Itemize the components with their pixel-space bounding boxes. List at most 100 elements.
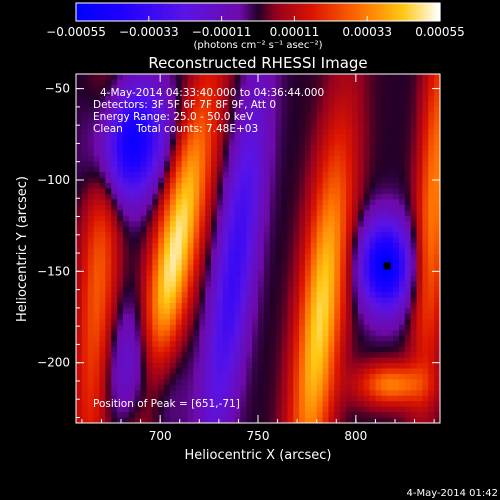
heatmap-pixel: [416, 319, 423, 326]
heatmap-pixel: [393, 308, 400, 315]
heatmap-pixel: [322, 237, 329, 244]
heatmap-pixel: [181, 270, 189, 277]
heatmap-pixel: [393, 117, 400, 124]
heatmap-pixel: [240, 368, 247, 375]
heatmap-pixel: [181, 150, 189, 157]
heatmap-pixel: [410, 286, 418, 293]
heatmap-pixel: [76, 226, 83, 233]
heatmap-pixel: [416, 281, 423, 288]
heatmap-pixel: [193, 401, 200, 408]
heatmap-pixel: [387, 123, 394, 130]
heatmap-pixel: [111, 117, 118, 124]
heatmap-pixel: [122, 324, 130, 331]
heatmap-pixel: [334, 292, 341, 299]
heatmap-pixel: [351, 248, 359, 255]
heatmap-pixel: [263, 384, 271, 391]
heatmap-pixel: [222, 253, 230, 260]
heatmap-pixel: [375, 417, 382, 424]
heatmap-pixel: [152, 346, 159, 353]
heatmap-pixel: [357, 95, 365, 102]
heatmap-pixel: [193, 210, 200, 217]
heatmap-pixel: [434, 379, 441, 386]
heatmap-pixel: [234, 406, 241, 413]
heatmap-pixel: [228, 297, 236, 304]
heatmap-pixel: [322, 346, 329, 353]
heatmap-pixel: [117, 226, 124, 233]
heatmap-pixel: [357, 363, 365, 369]
y-axis-title: Heliocentric Y (arcsec): [15, 176, 30, 322]
heatmap-pixel: [117, 390, 124, 397]
heatmap-pixel: [351, 144, 359, 151]
heatmap-pixel: [293, 237, 300, 244]
heatmap-pixel: [240, 166, 247, 173]
heatmap-pixel: [269, 139, 277, 146]
heatmap-pixel: [199, 373, 206, 380]
heatmap-pixel: [252, 199, 259, 206]
colorbar-strip: [420, 3, 423, 21]
colorbar-strip: [230, 3, 233, 21]
heatmap-pixel: [287, 406, 294, 413]
heatmap-pixel: [281, 237, 288, 244]
heatmap-pixel: [234, 112, 241, 119]
colorbar-strip: [362, 3, 365, 21]
heatmap-pixel: [240, 346, 247, 353]
heatmap-pixel: [193, 319, 200, 326]
heatmap-pixel: [128, 161, 136, 168]
heatmap-pixel: [393, 150, 400, 157]
heatmap-pixel: [193, 237, 200, 244]
heatmap-pixel: [381, 139, 388, 146]
heatmap-pixel: [134, 177, 142, 184]
heatmap-pixel: [164, 183, 171, 190]
heatmap-pixel: [381, 204, 388, 211]
heatmap-pixel: [187, 74, 194, 80]
colorbar-strip: [412, 3, 415, 21]
heatmap-pixel: [134, 357, 142, 364]
heatmap-pixel: [304, 74, 312, 80]
heatmap-pixel: [146, 308, 153, 315]
heatmap-pixel: [434, 133, 441, 140]
heatmap-pixel: [122, 133, 130, 140]
heatmap-pixel: [87, 150, 95, 157]
heatmap-pixel: [387, 84, 394, 91]
heatmap-pixel: [99, 319, 106, 326]
heatmap-pixel: [287, 177, 294, 184]
heatmap-pixel: [169, 133, 177, 140]
heatmap-pixel: [169, 172, 177, 179]
heatmap-pixel: [169, 417, 177, 424]
heatmap-pixel: [122, 259, 130, 266]
heatmap-pixel: [76, 373, 83, 380]
heatmap-pixel: [117, 79, 124, 86]
heatmap-pixel: [381, 112, 388, 119]
heatmap-pixel: [381, 335, 388, 342]
heatmap-pixel: [93, 275, 100, 282]
heatmap-pixel: [340, 395, 347, 402]
heatmap-pixel: [181, 292, 189, 299]
heatmap-pixel: [216, 243, 224, 249]
heatmap-pixel: [263, 90, 271, 97]
heatmap-pixel: [328, 319, 335, 326]
heatmap-pixel: [316, 319, 324, 326]
heatmap-pixel: [187, 297, 194, 304]
heatmap-pixel: [340, 363, 347, 369]
heatmap-pixel: [76, 237, 83, 244]
heatmap-pixel: [422, 101, 429, 108]
heatmap-pixel: [369, 95, 376, 102]
colorbar-strip: [188, 3, 191, 21]
heatmap-pixel: [216, 139, 224, 146]
heatmap-pixel: [175, 204, 183, 211]
heatmap-pixel: [281, 368, 288, 375]
colorbar-tick-label: 0.00011: [270, 25, 320, 39]
heatmap-pixel: [304, 188, 312, 195]
heatmap-pixel: [398, 281, 406, 288]
heatmap-pixel: [181, 172, 189, 179]
heatmap-pixel: [93, 139, 100, 146]
heatmap-pixel: [246, 292, 253, 299]
heatmap-pixel: [375, 390, 382, 397]
heatmap-pixel: [222, 210, 230, 217]
heatmap-pixel: [346, 270, 353, 277]
heatmap-pixel: [304, 139, 312, 146]
heatmap-pixel: [205, 324, 212, 331]
heatmap-pixel: [363, 150, 371, 157]
heatmap-pixel: [252, 352, 259, 359]
heatmap-pixel: [387, 237, 394, 244]
